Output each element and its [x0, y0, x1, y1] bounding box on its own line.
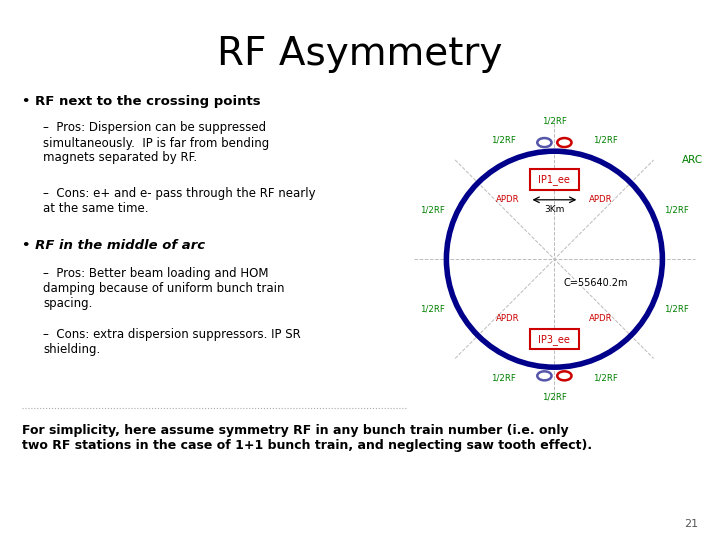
FancyBboxPatch shape	[530, 169, 580, 190]
FancyBboxPatch shape	[530, 329, 580, 349]
Text: 21: 21	[684, 519, 698, 529]
Text: 3Km: 3Km	[544, 205, 564, 214]
Text: For simplicity, here assume symmetry RF in any bunch train number (i.e. only
two: For simplicity, here assume symmetry RF …	[22, 424, 592, 452]
Text: –  Pros: Better beam loading and HOM
damping because of uniform bunch train
spac: – Pros: Better beam loading and HOM damp…	[43, 267, 284, 310]
Text: 1/2RF: 1/2RF	[542, 117, 567, 125]
Text: APDR: APDR	[589, 195, 613, 204]
Text: ARC: ARC	[682, 155, 703, 165]
Text: 1/2RF: 1/2RF	[420, 205, 445, 214]
Text: C=55640.2m: C=55640.2m	[563, 278, 628, 288]
Text: IP1_ee: IP1_ee	[539, 174, 570, 185]
Text: APDR: APDR	[589, 314, 613, 323]
Text: –  Cons: extra dispersion suppressors. IP SR
shielding.: – Cons: extra dispersion suppressors. IP…	[43, 328, 301, 356]
Text: 1/2RF: 1/2RF	[420, 304, 445, 313]
Text: • RF next to the crossing points: • RF next to the crossing points	[22, 94, 260, 107]
Text: 1/2RF: 1/2RF	[593, 136, 618, 144]
Text: 1/2RF: 1/2RF	[664, 205, 689, 214]
Text: 1/2RF: 1/2RF	[491, 136, 516, 144]
Text: RF Asymmetry: RF Asymmetry	[217, 35, 503, 73]
Text: IP3_ee: IP3_ee	[539, 334, 570, 345]
Text: –  Pros: Dispersion can be suppressed
simultaneously.  IP is far from bending
ma: – Pros: Dispersion can be suppressed sim…	[43, 122, 269, 165]
Text: APDR: APDR	[496, 195, 520, 204]
Text: 1/2RF: 1/2RF	[542, 393, 567, 402]
Text: 1/2RF: 1/2RF	[664, 304, 689, 313]
Text: 1/2RF: 1/2RF	[593, 374, 618, 383]
Text: –  Cons: e+ and e- pass through the RF nearly
at the same time.: – Cons: e+ and e- pass through the RF ne…	[43, 187, 316, 215]
Text: • RF in the middle of arc: • RF in the middle of arc	[22, 239, 204, 252]
Text: APDR: APDR	[496, 314, 520, 323]
Text: 1/2RF: 1/2RF	[491, 374, 516, 383]
